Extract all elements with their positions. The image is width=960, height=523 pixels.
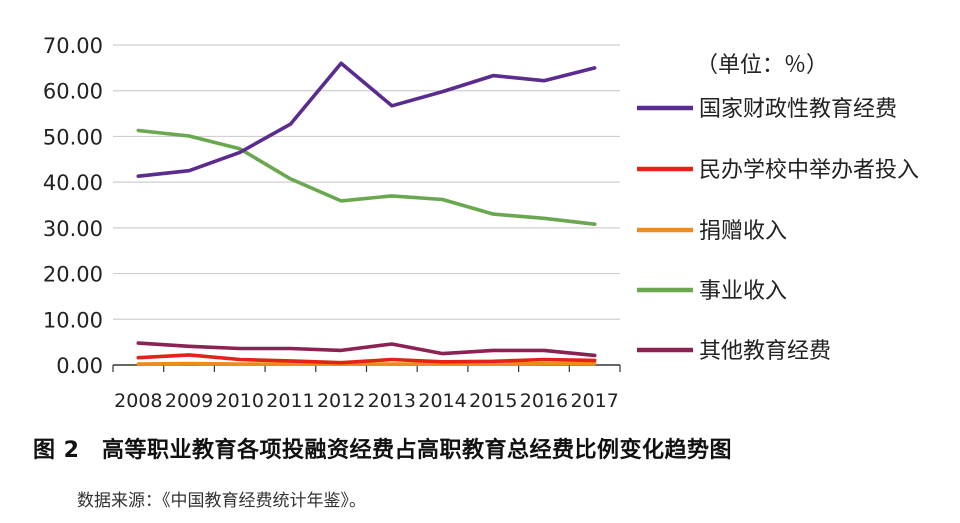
line-chart: 70.0060.0050.0040.0030.0020.0010.000.00 … (43, 34, 919, 412)
x-tick-label: 2014 (418, 390, 466, 412)
series-line (136, 61, 597, 178)
x-tick-label: 2009 (165, 390, 213, 412)
x-tick-label: 2011 (266, 390, 314, 412)
y-tick-label: 10.00 (43, 308, 103, 332)
legend-label: 捐赠收入 (699, 219, 787, 244)
y-tick-label: 70.00 (43, 34, 103, 58)
y-tick-label: 20.00 (43, 263, 103, 287)
figure-title: 图 2 高等职业教育各项投融资经费占高职教育总经费比例变化趋势图 (33, 438, 732, 463)
legend-label: 其他教育经费 (699, 339, 831, 364)
x-tick-label: 2015 (469, 390, 517, 412)
data-source: 数据来源：《中国教育经费统计年鉴》。 (77, 491, 366, 511)
legend-label: 国家财政性教育经费 (699, 97, 897, 122)
y-tick-label: 30.00 (43, 217, 103, 241)
x-tick-label: 2017 (570, 390, 618, 412)
series-lines (136, 61, 597, 366)
x-tick-label: 2010 (216, 390, 264, 412)
y-axis-ticks: 70.00 60.00 50.00 40.00 30.00 20.00 10.00 0.00 (43, 34, 103, 378)
series-line (136, 353, 597, 365)
y-tick-label: 0.00 (56, 354, 103, 378)
legend-label: 事业收入 (699, 279, 787, 304)
series-line (136, 361, 597, 366)
y-tick-label: 40.00 (43, 171, 103, 195)
x-tick-label: 2008 (114, 390, 162, 412)
unit-label: （单位：％） (696, 53, 828, 78)
series-line (136, 128, 597, 226)
x-tick-label: 2016 (520, 390, 568, 412)
legend-label: 民办学校中举办者投入 (699, 158, 919, 183)
y-tick-label: 50.00 (43, 125, 103, 149)
x-tick-label: 2012 (317, 390, 365, 412)
x-axis: 2008 2009 2010 2011 2012 2013 2014 2015 2016 2017 (112, 364, 621, 412)
series-line (136, 341, 597, 358)
x-tick-label: 2013 (368, 390, 416, 412)
y-tick-label: 60.00 (43, 80, 103, 104)
